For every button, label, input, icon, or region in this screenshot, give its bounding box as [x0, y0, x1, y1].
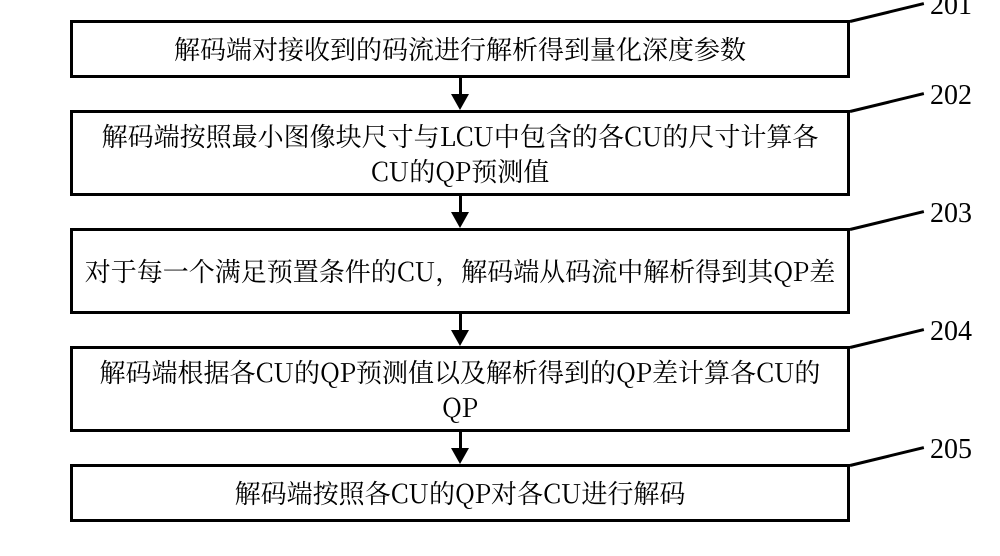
step-text: 解码端根据各CU的QP预测值以及解析得到的QP差计算各CU的QP — [83, 354, 837, 424]
step-box-203: 对于每一个满足预置条件的CU，解码端从码流中解析得到其QP差 — [70, 228, 850, 314]
arrow-head — [451, 448, 469, 464]
step-label-202: 202 — [930, 80, 972, 112]
step-box-204: 解码端根据各CU的QP预测值以及解析得到的QP差计算各CU的QP — [70, 346, 850, 432]
step-label-203: 203 — [930, 198, 972, 230]
step-box-205: 解码端按照各CU的QP对各CU进行解码 — [70, 464, 850, 522]
step-text: 解码端按照各CU的QP对各CU进行解码 — [235, 475, 686, 510]
step-text: 解码端对接收到的码流进行解析得到量化深度参数 — [174, 31, 746, 66]
leader-line — [850, 92, 925, 113]
step-text: 对于每一个满足预置条件的CU，解码端从码流中解析得到其QP差 — [85, 253, 835, 288]
arrow-head — [451, 330, 469, 346]
arrow-head — [451, 212, 469, 228]
leader-line — [850, 2, 925, 23]
step-box-202: 解码端按照最小图像块尺寸与LCU中包含的各CU的尺寸计算各CU的QP预测值 — [70, 110, 850, 196]
leader-line — [850, 210, 925, 231]
step-text: 解码端按照最小图像块尺寸与LCU中包含的各CU的尺寸计算各CU的QP预测值 — [83, 118, 837, 188]
step-label-201: 201 — [930, 0, 972, 22]
step-label-204: 204 — [930, 316, 972, 348]
step-box-201: 解码端对接收到的码流进行解析得到量化深度参数 — [70, 20, 850, 78]
flowchart-canvas: 解码端对接收到的码流进行解析得到量化深度参数 201 解码端按照最小图像块尺寸与LC… — [0, 0, 1000, 556]
leader-line — [850, 328, 925, 349]
arrow-head — [451, 94, 469, 110]
step-label-205: 205 — [930, 434, 972, 466]
leader-line — [850, 446, 925, 467]
